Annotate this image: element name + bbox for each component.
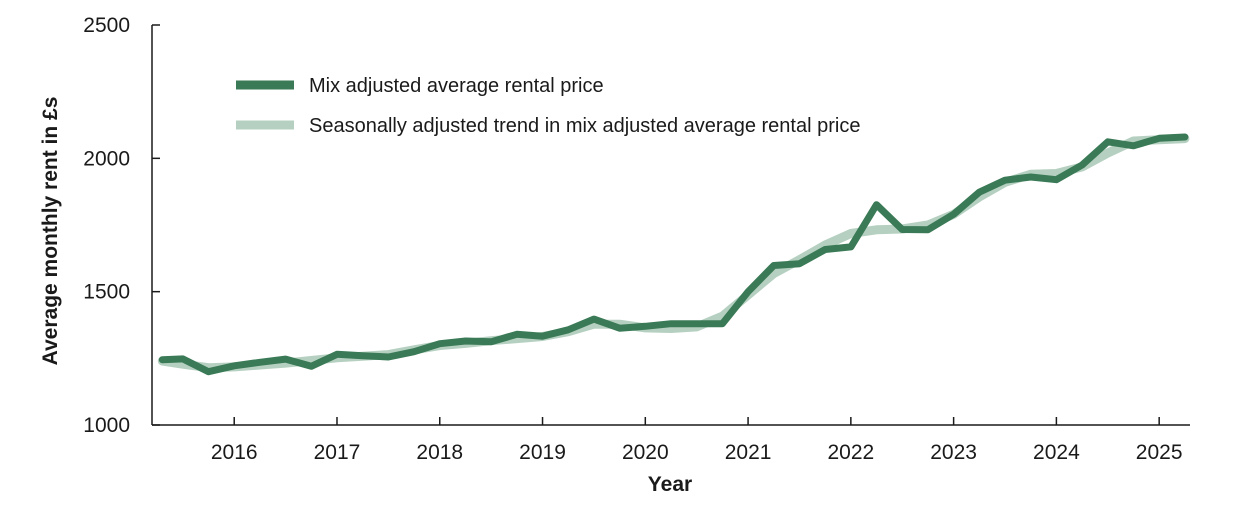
legend-label-seasonal-trend: Seasonally adjusted trend in mix adjuste… (309, 115, 860, 137)
x-tick-label: 2025 (1136, 441, 1183, 464)
legend-label-mix-adjusted: Mix adjusted average rental price (309, 75, 604, 97)
x-tick-label: 2020 (622, 441, 669, 464)
x-axis-title: Year (648, 473, 692, 496)
x-tick-label: 2022 (827, 441, 874, 464)
series-layer (157, 133, 1190, 376)
y-tick-label: 1000 (83, 414, 130, 437)
y-tick-label: 2000 (83, 147, 130, 170)
x-tick-label: 2023 (930, 441, 977, 464)
x-tick-label: 2016 (211, 441, 258, 464)
x-tick-label: 2019 (519, 441, 566, 464)
y-axis: 1000 1500 2000 2500 (83, 14, 160, 437)
y-axis-title: Average monthly rent in £s (39, 97, 62, 366)
x-axis: 2016 2017 2018 2019 2020 2021 2022 2023 2024 2025 (152, 417, 1190, 464)
x-tick-label: 2021 (725, 441, 772, 464)
x-tick-label: 2017 (314, 441, 361, 464)
x-tick-label: 2018 (416, 441, 463, 464)
y-tick-label: 2500 (83, 14, 130, 37)
x-tick-label: 2024 (1033, 441, 1080, 464)
series-line-mix-adjusted (158, 133, 1189, 376)
series-line-seasonal-trend (157, 134, 1190, 373)
legend: Mix adjusted average rental price Season… (236, 75, 860, 137)
y-tick-label: 1500 (83, 281, 130, 304)
